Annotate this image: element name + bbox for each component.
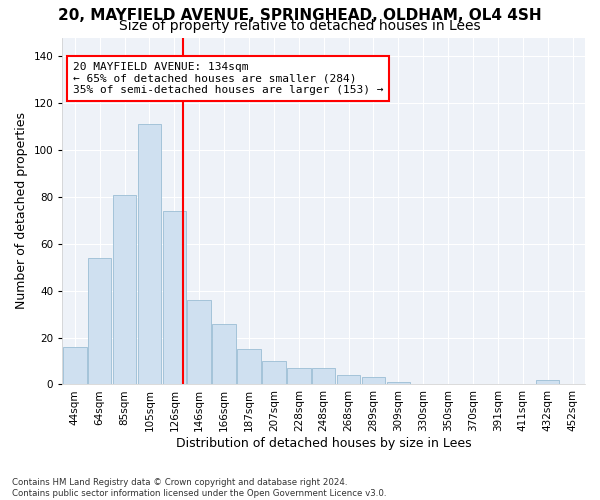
Bar (163, 211, 186, 384)
Bar (187, 300, 211, 384)
Text: 20, MAYFIELD AVENUE, SPRINGHEAD, OLDHAM, OL4 4SH: 20, MAYFIELD AVENUE, SPRINGHEAD, OLDHAM,… (58, 8, 542, 22)
Text: Size of property relative to detached houses in Lees: Size of property relative to detached ho… (119, 19, 481, 33)
Bar (536, 380, 559, 384)
Bar (262, 361, 286, 384)
Text: Contains HM Land Registry data © Crown copyright and database right 2024.
Contai: Contains HM Land Registry data © Crown c… (12, 478, 386, 498)
Bar (386, 382, 410, 384)
Bar (312, 368, 335, 384)
Text: 20 MAYFIELD AVENUE: 134sqm
← 65% of detached houses are smaller (284)
35% of sem: 20 MAYFIELD AVENUE: 134sqm ← 65% of deta… (73, 62, 383, 95)
X-axis label: Distribution of detached houses by size in Lees: Distribution of detached houses by size … (176, 437, 472, 450)
Bar (63, 347, 86, 385)
Bar (88, 258, 112, 384)
Bar (212, 324, 236, 384)
Bar (113, 194, 136, 384)
Bar (362, 378, 385, 384)
Bar (237, 350, 261, 384)
Y-axis label: Number of detached properties: Number of detached properties (15, 112, 28, 310)
Bar (287, 368, 311, 384)
Bar (337, 375, 361, 384)
Bar (137, 124, 161, 384)
